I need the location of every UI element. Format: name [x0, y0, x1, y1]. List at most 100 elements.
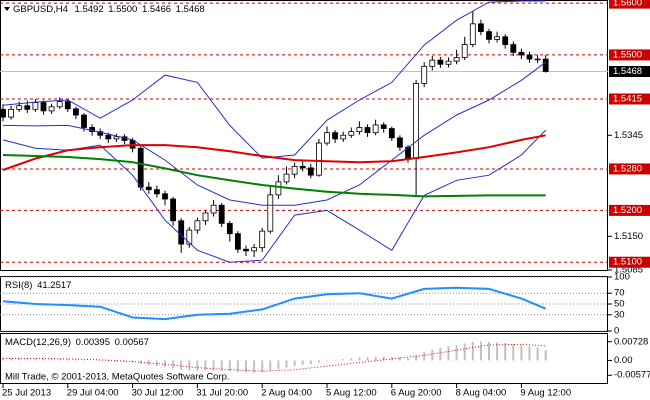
- main-panel: [0, 0, 608, 271]
- candle-body: [324, 132, 330, 144]
- macd-bar: [342, 359, 345, 361]
- macd-bar: [285, 360, 288, 368]
- candle-body: [461, 44, 468, 58]
- macd-bar: [407, 358, 409, 361]
- symbol: GBPUSD,H4: [13, 4, 68, 15]
- price-level-label: 1.5415: [613, 93, 642, 104]
- macd-bar: [471, 341, 474, 361]
- price-level-label: 1.5600: [613, 0, 642, 9]
- macd-value: 0.00395: [76, 337, 110, 348]
- macd-bar: [99, 360, 102, 361]
- macd-bar: [107, 360, 110, 362]
- indicator-line: [2, 129, 547, 263]
- macd-bar: [293, 360, 296, 367]
- y-tick-label: 100: [614, 272, 630, 283]
- candle-body: [105, 134, 112, 140]
- macd-header: MACD(12,26,9) 0.00395 0.00567: [5, 337, 149, 348]
- macd-bar: [139, 360, 142, 365]
- candle-body: [332, 132, 339, 140]
- macd-bar: [155, 360, 158, 367]
- candle-body: [81, 114, 87, 128]
- indicator-line: [2, 134, 546, 171]
- macd-bar: [147, 360, 150, 366]
- macd-bar: [512, 344, 515, 361]
- candle-body: [364, 127, 371, 134]
- candle-body: [421, 65, 428, 84]
- price-level-label: 1.5200: [613, 205, 642, 216]
- candle-body: [275, 181, 282, 196]
- candle-body: [210, 204, 217, 214]
- candle-body: [267, 194, 274, 232]
- macd-panel: [0, 333, 608, 384]
- macd-bar: [172, 360, 175, 369]
- rsi-title: RSI(8): [5, 280, 32, 291]
- candle-body: [526, 54, 533, 60]
- macd-bar: [423, 352, 426, 361]
- macd-bar: [10, 358, 13, 361]
- macd-bar: [382, 356, 385, 361]
- macd-bar: [204, 360, 207, 371]
- signal-value: 0.00567: [115, 337, 149, 348]
- price-level-box: [609, 163, 650, 175]
- rsi-line: [2, 286, 547, 321]
- macd-bar: [358, 357, 361, 361]
- candle-body: [202, 212, 209, 222]
- menu-icon: [4, 7, 10, 11]
- y-tick-label: 30: [614, 309, 625, 320]
- candle-body: [234, 233, 241, 250]
- macd-bar: [83, 359, 85, 361]
- candle-body: [437, 59, 444, 65]
- indicator-line: [2, 0, 546, 159]
- macd-bar: [277, 360, 280, 370]
- macd-bar: [317, 360, 320, 363]
- price-level-label: 1.5280: [613, 163, 642, 174]
- macd-bar: [220, 360, 223, 371]
- candle-body: [502, 36, 509, 45]
- y-tick-label: 0.00728: [614, 336, 648, 347]
- candle-body: [56, 101, 63, 108]
- candle-body: [32, 102, 39, 110]
- macd-bar: [390, 356, 393, 361]
- current-price-box: [609, 66, 650, 78]
- macd-bar: [350, 358, 353, 361]
- candle-body: [113, 136, 120, 140]
- y-tick-label: -0.00577: [614, 370, 650, 381]
- macd-bar: [123, 360, 126, 362]
- rsi-header: RSI(8) 41.2517: [5, 280, 71, 291]
- macd-bar: [74, 359, 77, 361]
- macd-bar: [228, 360, 231, 372]
- current-price-label: 1.5468: [613, 66, 642, 77]
- candle-body: [48, 106, 55, 112]
- macd-plot: [2, 341, 547, 373]
- candle-body: [243, 248, 249, 252]
- price-level-label: 1.5500: [613, 49, 642, 60]
- x-tick-label: 25 Jul 2013: [2, 388, 51, 399]
- candle-body: [299, 165, 306, 169]
- macd-bar: [253, 360, 256, 373]
- candle-body: [145, 186, 152, 191]
- candle-body: [24, 105, 31, 110]
- rsi-plot: [0, 276, 608, 332]
- x-tick-label: 2 Aug 04:00: [261, 388, 312, 399]
- macd-title: MACD(12,26,9): [5, 337, 71, 348]
- candle-body: [542, 58, 549, 72]
- macd-bar: [236, 360, 239, 372]
- candle-body: [153, 189, 160, 195]
- high-value: 1.5500: [108, 4, 137, 15]
- candle-body: [73, 108, 79, 116]
- candle-body: [218, 204, 225, 224]
- macd-bar: [479, 341, 482, 361]
- candle-body: [486, 31, 492, 40]
- macd-bar: [455, 345, 458, 361]
- candle-body: [396, 137, 403, 148]
- macd-bar: [66, 359, 69, 361]
- macd-bar: [447, 346, 450, 361]
- macd-bar: [536, 347, 539, 361]
- macd-bar: [2, 357, 4, 361]
- macd-bar: [42, 358, 45, 361]
- candle-body: [170, 198, 177, 222]
- open-value: 1.5492: [75, 4, 104, 15]
- candle-body: [259, 230, 266, 249]
- macd-bar: [398, 357, 401, 361]
- macd-bar: [188, 360, 191, 371]
